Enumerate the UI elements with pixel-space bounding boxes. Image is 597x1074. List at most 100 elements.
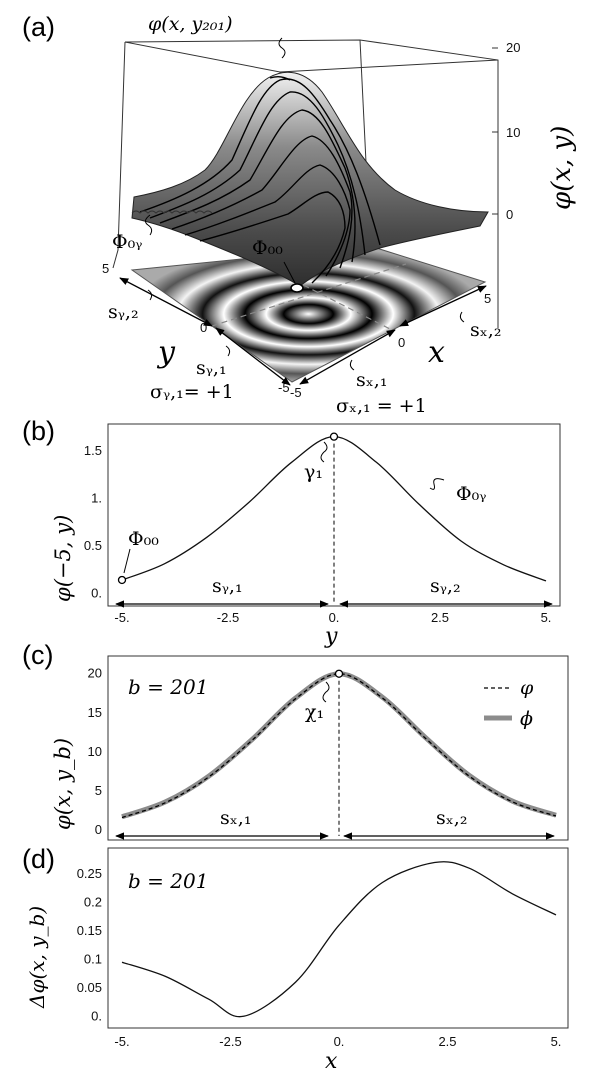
panel-d-frame: [107, 847, 569, 1029]
y-tick-0: 0: [200, 320, 207, 335]
leader-phi00-b: [123, 548, 131, 574]
legend-label-varphi: ϕ: [520, 708, 533, 730]
leader-sx1: [349, 359, 355, 371]
panel-a: (a): [22, 12, 577, 417]
panel-d-y-label: Δφ(x, y_b): [25, 906, 49, 1009]
x-tick-label: 0.: [334, 1034, 345, 1049]
annotation-phi00-b: Φ₀₀: [128, 528, 159, 550]
y-tick-label: 0.25: [77, 866, 102, 881]
annotation-sigma-y: σᵧ,₁= +1: [150, 381, 234, 403]
annotation-sigma-x: σₓ,₁ = +1: [336, 395, 427, 417]
y-tick-label: 0.15: [77, 923, 102, 938]
panel-b-frame: [107, 423, 561, 607]
panel-c-frame: [107, 655, 569, 841]
panel-d-inset-label: b = 201: [128, 869, 208, 893]
phi00-marker-3d: [290, 283, 304, 293]
panel-b-peak-marker: [329, 432, 339, 441]
panel-d-x-label: x: [325, 1049, 338, 1074]
leader-phi0y-b: [429, 478, 445, 490]
annotation-sy1-b: sᵧ,₁: [212, 575, 243, 597]
annotation-sx2-3d: sₓ,₂: [470, 319, 501, 341]
y-tick-label: 1.5: [84, 443, 102, 458]
panel-d-ticks: -5. -2.5 0. 2.5 5. 0. 0.05 0.1 0.15 0.2 0.25: [77, 866, 562, 1049]
y-tick-label: 5: [95, 783, 102, 798]
panel-b-ticks: -5. -2.5 0. 2.5 5. 0. 0.5 1. 1.5: [84, 443, 552, 625]
panel-d-label: (d): [22, 844, 55, 874]
y-tick-label: 0.: [91, 585, 102, 600]
leader-top-curve: [278, 37, 286, 59]
panel-b: (b) -5. -2.5 0. 2.5 5.0.0.51.1.5 φ(−5, y) y …: [22, 416, 561, 649]
leader-sx2: [459, 311, 465, 323]
surface-3d: [131, 71, 489, 287]
annotation-sx1-3d: sₓ,₁: [356, 369, 387, 391]
leader-gamma1: [320, 441, 328, 463]
y-tick-label: 0.5: [84, 538, 102, 553]
x-tick-5: 5: [484, 291, 491, 306]
annotation-sy2-b: sᵧ,₂: [430, 575, 461, 597]
panel-d: (d) -5. -2.5 0. 2.5 5. 0. 0.05 0.1 0.15 0.2 0.25 Δ…: [22, 844, 569, 1074]
z-tick-20: 20: [506, 40, 520, 55]
z-tick-0: 0: [506, 207, 513, 222]
y-tick-label: 1.: [91, 490, 102, 505]
y-tick-label: 0: [95, 822, 102, 837]
panel-a-front-edges: [119, 277, 487, 386]
z-tick-10: 10: [506, 125, 520, 140]
x-tick-label: -5.: [114, 610, 129, 625]
x-tick-label: -2.5: [217, 610, 239, 625]
x-tick-0: 0: [398, 335, 405, 350]
y-tick-label: 0.2: [84, 894, 102, 909]
y-tick-label: 0.05: [77, 980, 102, 995]
leader-phi0y: [144, 214, 153, 236]
leader-phi00-3d: [283, 261, 296, 284]
x-tick-label: 5.: [551, 1034, 562, 1049]
surface-contour-lines: [139, 75, 381, 284]
panel-c-inset-label: b = 201: [128, 675, 208, 699]
panel-a-label: (a): [22, 12, 55, 42]
annotation-phi0y: Φ₀ᵧ: [112, 231, 142, 253]
x-tick-label: -5.: [114, 1034, 129, 1049]
panel-b-x-label: y: [324, 624, 338, 649]
x-tick-label: 0.: [329, 610, 340, 625]
x-tick-label: 2.5: [431, 610, 449, 625]
z-axis-label: φ(x, y): [547, 126, 577, 210]
annotation-sy2-3d: sᵧ,₂: [108, 301, 139, 323]
panel-c-y-label: φ(x, y_b): [51, 738, 75, 830]
panel-c: (c) 0 5 10 15 20 φ(x, y_b) b = 201 χ₁ sₓ,₁ s…: [22, 640, 569, 841]
annotation-sx1-c: sₓ,₁: [220, 807, 251, 829]
x-axis-label-3d: x: [428, 335, 445, 370]
z-axis-ticks: [492, 47, 498, 215]
annotation-phi00-3d: Φ₀₀: [252, 237, 283, 259]
y-tick-label: 20: [88, 666, 102, 681]
annotation-phi0y-b: Φ₀ᵧ: [456, 483, 486, 505]
y-axis-label-3d: y: [156, 335, 176, 370]
x-tick-label: 5.: [541, 610, 552, 625]
panel-c-ticks: 0 5 10 15 20: [88, 666, 102, 837]
leader-sy2: [147, 289, 153, 301]
legend-label-phi: φ: [520, 677, 534, 699]
y-tick-label: 0.1: [84, 951, 102, 966]
x-tick-label: 2.5: [438, 1034, 456, 1049]
annotation-sy1-3d: sᵧ,₁: [196, 357, 227, 379]
y-tick-neg5: -5: [278, 380, 290, 395]
y-tick-label: 0.: [91, 1008, 102, 1023]
annotation-top-curve: φ(x, y₂₀₁): [148, 13, 233, 35]
annotation-chi1: χ₁: [305, 701, 324, 723]
x-tick-neg5: -5: [290, 385, 302, 400]
panel-b-label: (b): [22, 416, 55, 446]
y-tick-label: 15: [88, 705, 102, 720]
panel-c-peak-marker: [334, 669, 344, 678]
leader-sy1: [225, 345, 231, 357]
panel-c-label: (c): [22, 640, 53, 670]
x-tick-label: -2.5: [219, 1034, 241, 1049]
annotation-gamma1: γ₁: [304, 461, 323, 483]
panel-b-start-marker: [117, 575, 127, 585]
panel-d-curve: [121, 861, 557, 1018]
annotation-sx2-c: sₓ,₂: [436, 807, 467, 829]
panel-b-y-label: φ(−5, y): [51, 515, 75, 602]
leader-chi1: [322, 681, 330, 703]
floor-dashed-lines: [211, 257, 407, 331]
y-tick-5: 5: [102, 261, 109, 276]
y-tick-label: 10: [88, 744, 102, 759]
surface-edge-ripple: [131, 210, 213, 214]
